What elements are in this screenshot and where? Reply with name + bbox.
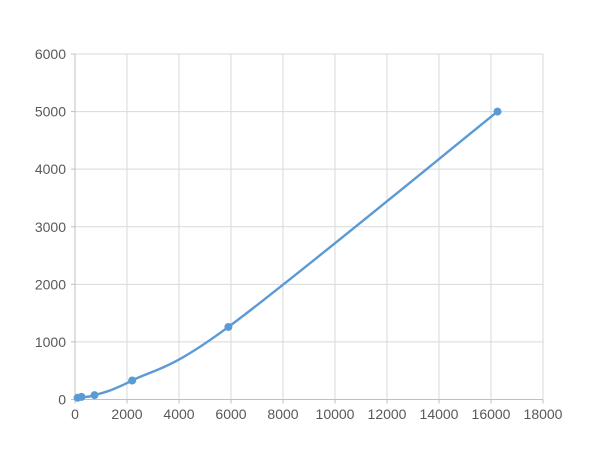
y-tick-label: 6000 [35, 46, 66, 62]
data-point-marker [224, 322, 233, 331]
series-line [76, 110, 499, 399]
x-tick-label: 8000 [267, 406, 298, 422]
x-tick-label: 14000 [420, 406, 459, 422]
x-tick-label: 4000 [163, 406, 194, 422]
y-tick-label: 5000 [35, 104, 66, 120]
x-tick-label: 10000 [316, 406, 355, 422]
data-point-marker [493, 107, 502, 116]
data-point-marker [128, 376, 137, 385]
y-tick-label: 2000 [35, 276, 66, 292]
y-tick-label: 3000 [35, 219, 66, 235]
y-tick-label: 1000 [35, 334, 66, 350]
y-tick-label: 0 [58, 392, 66, 408]
x-tick-label: 2000 [111, 406, 142, 422]
y-tick-label: 4000 [35, 161, 66, 177]
x-tick-label: 6000 [215, 406, 246, 422]
x-tick-label: 18000 [524, 406, 563, 422]
data-point-marker [77, 392, 86, 401]
x-tick-label: 16000 [472, 406, 511, 422]
x-tick-label: 0 [71, 406, 79, 422]
data-point-marker [90, 391, 99, 400]
x-tick-label: 12000 [368, 406, 407, 422]
